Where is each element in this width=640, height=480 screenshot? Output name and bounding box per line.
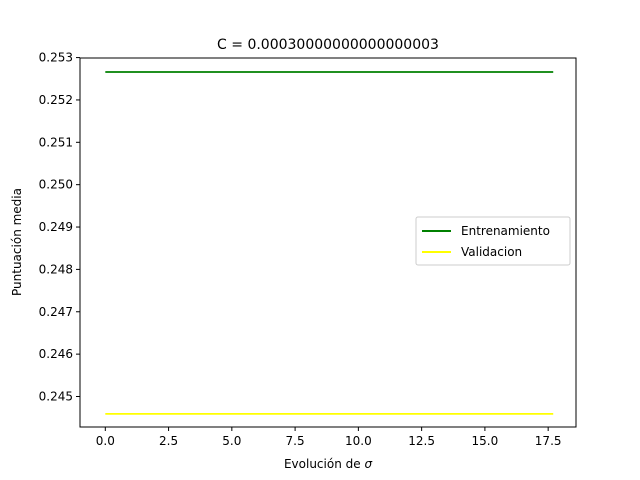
y-tick-label: 0.245 — [39, 389, 73, 403]
y-axis-ticks: 0.245 0.246 0.247 0.248 0.249 0.250 0.251 0.252… — [39, 51, 80, 403]
x-tick-label: 10.0 — [345, 434, 372, 448]
x-tick-label: 7.5 — [286, 434, 305, 448]
y-tick-label: 0.251 — [39, 135, 73, 149]
x-tick-label: 0.0 — [96, 434, 115, 448]
y-tick-label: 0.253 — [39, 51, 73, 65]
x-axis-ticks: 0.0 2.5 5.0 7.5 10.0 12.5 15.0 17.5 — [96, 427, 562, 448]
y-tick-label: 0.247 — [39, 305, 73, 319]
y-axis-label: Puntuación media — [10, 188, 24, 296]
legend-label-entrenamiento: Entrenamiento — [461, 224, 550, 238]
x-tick-label: 12.5 — [408, 434, 435, 448]
legend: Entrenamiento Validacion — [415, 216, 571, 266]
x-tick-label: 15.0 — [472, 434, 499, 448]
y-tick-label: 0.249 — [39, 220, 73, 234]
y-tick-label: 0.252 — [39, 93, 73, 107]
legend-box — [415, 216, 571, 266]
x-axis-label-symbol: σ — [364, 457, 372, 471]
x-tick-label: 5.0 — [222, 434, 241, 448]
x-axis-label: Evolución de σ — [284, 457, 372, 471]
y-tick-label: 0.250 — [39, 178, 73, 192]
x-tick-label: 17.5 — [535, 434, 562, 448]
plot-frame — [79, 57, 577, 428]
y-tick-label: 0.248 — [39, 262, 73, 276]
y-tick-label: 0.246 — [39, 347, 73, 361]
legend-label-validacion: Validacion — [461, 245, 522, 259]
x-tick-label: 2.5 — [159, 434, 178, 448]
plot-area — [105, 71, 554, 415]
chart-title: C = 0.00030000000000000003 — [217, 37, 439, 53]
x-axis-label-text: Evolución de — [284, 457, 364, 471]
